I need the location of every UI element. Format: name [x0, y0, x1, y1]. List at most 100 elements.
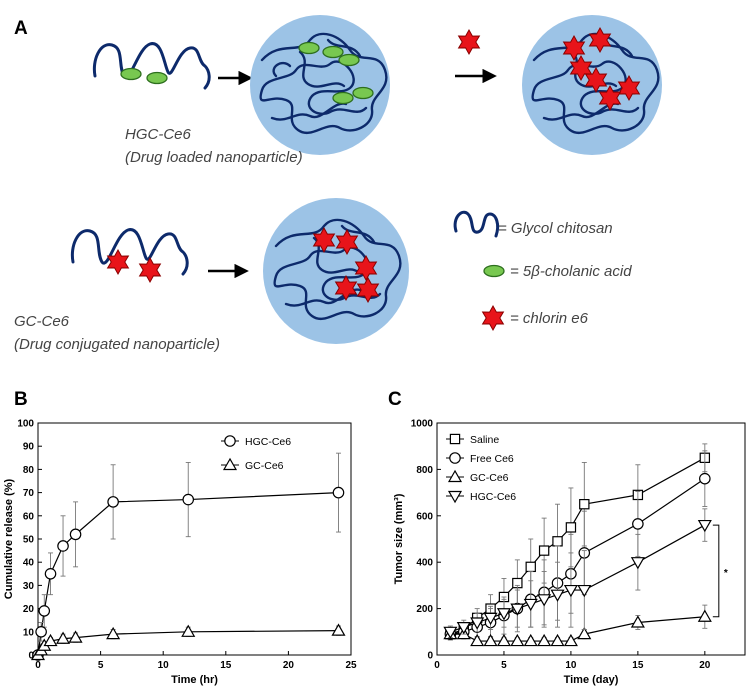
panel-letter-c: C — [388, 389, 402, 410]
y-tick-label: 800 — [416, 465, 433, 476]
legend-marker — [222, 457, 238, 471]
y-tick-label: 10 — [23, 627, 35, 638]
legend-marker — [224, 435, 236, 447]
y-tick-label: 1000 — [411, 419, 434, 430]
x-tick-label: 20 — [699, 660, 711, 671]
x-tick-label: 10 — [565, 660, 577, 671]
bile-acid-icon — [352, 86, 374, 100]
glycol-chitosan-icon — [453, 210, 500, 238]
data-point — [697, 609, 712, 622]
schematic-legend: = Glycol chitosan = 5β-cholanic acid = c… — [453, 210, 632, 332]
legend-marker — [447, 490, 463, 504]
data-point — [563, 584, 578, 598]
series-gc-ce6 — [30, 623, 346, 661]
data-point — [697, 519, 712, 533]
legend-cholanic-acid: = 5β-cholanic acid — [510, 263, 632, 280]
gc-caption-desc: (Drug conjugated nanoparticle) — [14, 336, 220, 353]
bile-acid-icon — [146, 71, 168, 85]
data-point — [107, 496, 119, 508]
data-point — [537, 594, 552, 607]
chlorin-e6-icon — [335, 228, 359, 256]
data-point — [38, 605, 51, 617]
data-point — [470, 617, 485, 630]
y-tick-label: 70 — [23, 488, 35, 499]
data-point — [56, 631, 71, 644]
y-tick-label: 20 — [23, 604, 35, 615]
data-point — [510, 603, 525, 616]
significance-star: * — [724, 568, 728, 579]
hgc-caption-name: HGC-Ce6 — [125, 126, 192, 143]
data-point — [577, 626, 592, 640]
data-point — [331, 623, 346, 636]
legend-label: Free Ce6 — [470, 453, 514, 465]
legend-label: HGC-Ce6 — [245, 436, 291, 448]
legend-glycol-chitosan: = Glycol chitosan — [498, 220, 613, 237]
x-tick-label: 10 — [158, 660, 170, 671]
x-tick-label: 15 — [632, 660, 644, 671]
x-tick-label: 5 — [501, 660, 507, 671]
data-point — [537, 633, 552, 647]
legend-label: HGC-Ce6 — [470, 491, 516, 503]
chlorin-e6-icon — [481, 304, 505, 332]
x-tick-label: 25 — [345, 660, 357, 671]
y-tick-label: 80 — [23, 465, 35, 476]
chlorin-e6-icon — [312, 226, 336, 254]
data-point — [182, 493, 195, 506]
bile-acid-icon — [483, 264, 505, 278]
data-point — [496, 633, 511, 647]
data-point — [470, 633, 485, 647]
data-point — [106, 626, 121, 640]
chlorin-e6-icon — [138, 256, 162, 284]
data-point — [699, 472, 711, 485]
hgc-nanoparticle — [250, 15, 390, 155]
y-axis-title: Cumulative release (%) — [3, 478, 15, 599]
series-gc-ce6 — [443, 604, 712, 647]
x-axis-title: Time (hr) — [171, 674, 218, 686]
data-point — [181, 624, 196, 637]
bile-acid-icon — [332, 91, 354, 105]
panel-letter-b: B — [14, 389, 28, 410]
legend-label: Saline — [470, 434, 499, 446]
chlorin-e6-icon — [598, 84, 622, 112]
data-point — [483, 612, 498, 626]
x-tick-label: 0 — [35, 660, 41, 671]
chlorin-e6-icon — [334, 274, 358, 302]
y-tick-label: 30 — [23, 581, 35, 592]
y-axis-title: Tumor size (mm³) — [393, 493, 405, 584]
data-point — [632, 518, 644, 530]
chlorin-e6-icon — [588, 26, 612, 54]
hgc-polymer-chain — [92, 42, 211, 90]
chlorin-e6-icon — [617, 74, 641, 102]
chlorin-e6-icon — [457, 28, 481, 56]
legend-marker — [447, 469, 463, 483]
y-tick-label: 400 — [416, 558, 433, 569]
y-tick-label: 60 — [23, 511, 35, 522]
chlorin-e6-icon — [354, 254, 378, 282]
data-point — [443, 626, 458, 640]
series-hgc-ce6 — [443, 508, 712, 640]
plot-frame — [37, 422, 352, 656]
data-point — [483, 633, 498, 647]
data-point — [525, 561, 536, 573]
y-tick-label: 0 — [427, 651, 433, 662]
data-point — [550, 633, 565, 647]
panel-b-chart: B 0 5 10 15 20 25 0 10 20 30 40 50 60 70 80 90 100 Time (… — [3, 389, 357, 686]
y-tick-label: 90 — [23, 442, 35, 453]
data-point — [563, 633, 578, 647]
series-hgc-ce6 — [32, 452, 345, 661]
y-tick-label: 50 — [23, 535, 35, 546]
data-point — [35, 625, 47, 638]
legend-marker — [449, 452, 461, 464]
data-point — [44, 567, 57, 580]
hgc-caption-desc: (Drug loaded nanoparticle) — [125, 149, 303, 166]
data-point — [57, 540, 69, 552]
chlorin-e6-icon — [562, 34, 586, 62]
data-point — [523, 633, 538, 647]
bile-acid-icon — [120, 67, 142, 81]
x-tick-label: 20 — [283, 660, 295, 671]
x-tick-label: 0 — [434, 660, 440, 671]
legend-marker — [449, 433, 461, 445]
chlorin-e6-icon — [569, 54, 593, 82]
chlorin-e6-icon — [356, 276, 380, 304]
